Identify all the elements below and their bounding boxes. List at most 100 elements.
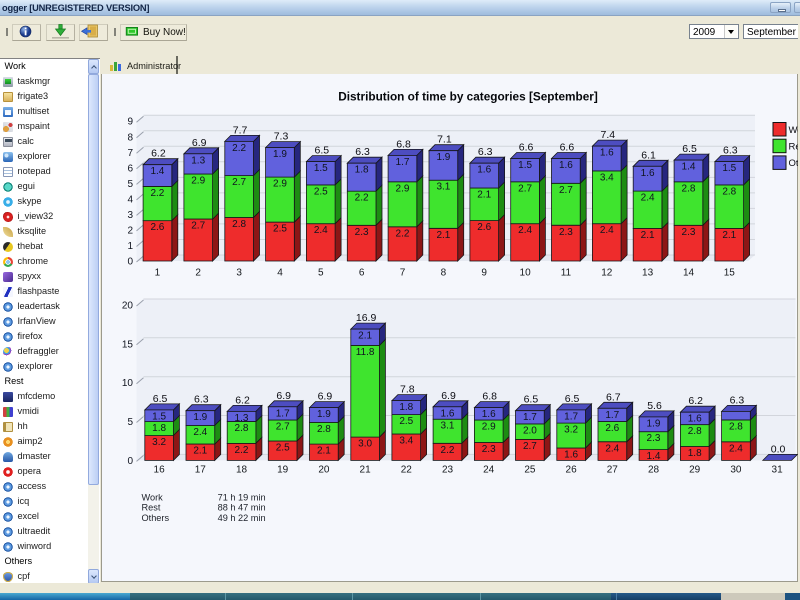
svg-text:2.3: 2.3 bbox=[682, 227, 696, 238]
svg-text:19: 19 bbox=[277, 465, 289, 476]
svg-text:6.7: 6.7 bbox=[606, 391, 621, 403]
svg-text:1.6: 1.6 bbox=[441, 408, 455, 419]
svg-text:7.4: 7.4 bbox=[600, 129, 615, 141]
svg-text:15: 15 bbox=[724, 268, 736, 279]
svg-text:2.5: 2.5 bbox=[314, 186, 328, 197]
svg-text:1.8: 1.8 bbox=[688, 448, 702, 459]
svg-text:6.2: 6.2 bbox=[688, 395, 703, 407]
svg-text:Others: Others bbox=[142, 513, 170, 523]
svg-text:2.4: 2.4 bbox=[193, 427, 207, 438]
svg-text:3.1: 3.1 bbox=[436, 182, 450, 193]
svg-text:2.1: 2.1 bbox=[477, 190, 491, 201]
svg-text:Work: Work bbox=[142, 493, 164, 503]
svg-text:11.8: 11.8 bbox=[356, 347, 375, 358]
svg-text:1.7: 1.7 bbox=[523, 412, 537, 423]
svg-text:2.4: 2.4 bbox=[729, 443, 743, 454]
svg-text:2.1: 2.1 bbox=[722, 230, 736, 241]
svg-text:1.6: 1.6 bbox=[600, 148, 614, 159]
svg-text:1.7: 1.7 bbox=[396, 157, 410, 168]
svg-text:6.8: 6.8 bbox=[396, 138, 411, 150]
svg-text:6.5: 6.5 bbox=[524, 394, 539, 406]
svg-text:2.0: 2.0 bbox=[523, 425, 537, 436]
svg-text:11: 11 bbox=[561, 268, 572, 279]
svg-text:2.7: 2.7 bbox=[559, 185, 573, 196]
svg-text:1.8: 1.8 bbox=[152, 423, 166, 434]
svg-text:20: 20 bbox=[318, 465, 330, 476]
svg-text:13: 13 bbox=[642, 268, 654, 279]
svg-text:6.1: 6.1 bbox=[641, 149, 656, 161]
svg-text:2.7: 2.7 bbox=[523, 441, 537, 452]
svg-text:6.9: 6.9 bbox=[276, 390, 291, 402]
svg-text:1.9: 1.9 bbox=[647, 418, 661, 429]
svg-text:6.3: 6.3 bbox=[730, 394, 745, 406]
svg-text:2.7: 2.7 bbox=[276, 422, 290, 433]
svg-text:27: 27 bbox=[607, 465, 619, 476]
svg-text:3.0: 3.0 bbox=[358, 439, 372, 450]
svg-text:1.7: 1.7 bbox=[564, 411, 578, 422]
svg-text:2.2: 2.2 bbox=[235, 445, 249, 456]
svg-text:6: 6 bbox=[127, 163, 133, 174]
svg-text:16: 16 bbox=[154, 465, 166, 476]
svg-text:1.6: 1.6 bbox=[482, 409, 496, 420]
svg-text:1.8: 1.8 bbox=[355, 165, 369, 176]
svg-text:2.8: 2.8 bbox=[232, 219, 246, 230]
svg-text:7.3: 7.3 bbox=[274, 131, 289, 143]
svg-text:8: 8 bbox=[127, 132, 133, 143]
svg-text:28: 28 bbox=[648, 465, 660, 476]
svg-text:6.5: 6.5 bbox=[314, 145, 329, 157]
svg-text:29: 29 bbox=[689, 465, 701, 476]
svg-text:2.4: 2.4 bbox=[641, 193, 655, 204]
svg-text:3.2: 3.2 bbox=[152, 437, 166, 448]
svg-text:2.1: 2.1 bbox=[436, 230, 450, 241]
svg-text:1.8: 1.8 bbox=[399, 402, 413, 413]
svg-text:10: 10 bbox=[122, 378, 134, 389]
svg-text:1.5: 1.5 bbox=[152, 411, 166, 422]
svg-text:1.6: 1.6 bbox=[688, 414, 702, 425]
svg-text:6.2: 6.2 bbox=[235, 394, 250, 406]
svg-text:2.9: 2.9 bbox=[482, 422, 496, 433]
svg-text:2.5: 2.5 bbox=[273, 224, 287, 235]
svg-text:2.5: 2.5 bbox=[276, 443, 290, 454]
svg-text:1: 1 bbox=[155, 268, 161, 279]
svg-text:2.8: 2.8 bbox=[682, 183, 696, 194]
svg-text:6.2: 6.2 bbox=[151, 148, 166, 160]
svg-text:15: 15 bbox=[122, 339, 134, 350]
svg-text:2.8: 2.8 bbox=[688, 426, 702, 437]
svg-text:Others: Others bbox=[789, 158, 800, 169]
svg-text:4: 4 bbox=[277, 268, 283, 279]
svg-text:1.9: 1.9 bbox=[273, 149, 287, 160]
svg-text:1.4: 1.4 bbox=[647, 451, 661, 462]
svg-text:5.6: 5.6 bbox=[647, 400, 662, 412]
svg-text:1: 1 bbox=[127, 241, 133, 252]
svg-text:88 h 47 min: 88 h 47 min bbox=[218, 503, 266, 513]
svg-text:2.1: 2.1 bbox=[317, 446, 331, 457]
svg-text:0.0: 0.0 bbox=[771, 443, 786, 455]
svg-text:7.8: 7.8 bbox=[400, 384, 415, 396]
svg-text:26: 26 bbox=[566, 465, 578, 476]
svg-text:0: 0 bbox=[127, 456, 133, 467]
svg-text:5: 5 bbox=[127, 179, 133, 190]
svg-text:2: 2 bbox=[127, 225, 133, 236]
svg-text:3.4: 3.4 bbox=[399, 436, 413, 447]
svg-text:16.9: 16.9 bbox=[356, 312, 377, 324]
svg-text:2.7: 2.7 bbox=[518, 183, 532, 194]
svg-text:Rest: Rest bbox=[142, 503, 161, 513]
svg-text:1.4: 1.4 bbox=[682, 162, 696, 173]
svg-text:8: 8 bbox=[441, 268, 447, 279]
svg-text:3: 3 bbox=[236, 268, 242, 279]
svg-text:2.2: 2.2 bbox=[396, 228, 410, 239]
svg-text:2.3: 2.3 bbox=[355, 227, 369, 238]
svg-text:2.3: 2.3 bbox=[647, 433, 661, 444]
svg-text:14: 14 bbox=[683, 268, 695, 279]
svg-text:2.4: 2.4 bbox=[605, 443, 619, 454]
svg-text:2.3: 2.3 bbox=[559, 227, 573, 238]
svg-text:2.1: 2.1 bbox=[641, 230, 655, 241]
svg-text:Work: Work bbox=[789, 125, 800, 136]
svg-text:2.7: 2.7 bbox=[232, 177, 246, 188]
svg-text:7: 7 bbox=[127, 148, 133, 159]
svg-text:25: 25 bbox=[524, 465, 536, 476]
svg-text:1.6: 1.6 bbox=[641, 168, 655, 179]
svg-text:1.5: 1.5 bbox=[314, 163, 328, 174]
svg-text:2.2: 2.2 bbox=[232, 143, 246, 154]
svg-text:18: 18 bbox=[236, 465, 248, 476]
